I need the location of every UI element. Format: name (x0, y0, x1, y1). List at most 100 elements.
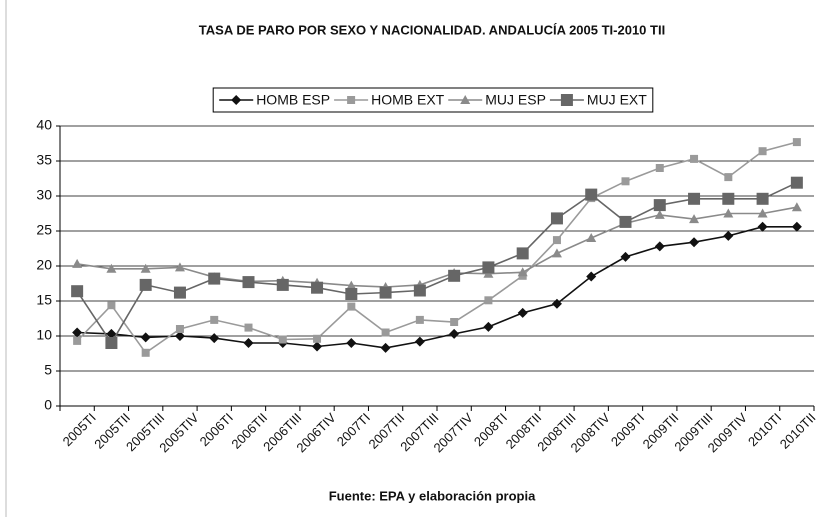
marker (621, 177, 630, 186)
marker (276, 278, 289, 291)
legend: HOMB ESP HOMB EXT MUJ ESP MUJ EXT (212, 87, 654, 113)
marker (415, 315, 424, 324)
marker (586, 271, 597, 282)
marker (106, 328, 117, 339)
marker (551, 248, 562, 258)
y-tick-label: 25 (36, 222, 52, 238)
marker (723, 208, 734, 218)
marker (346, 280, 357, 290)
marker (208, 272, 221, 285)
marker (242, 276, 255, 289)
marker (347, 96, 356, 104)
marker (173, 286, 186, 299)
marker (174, 262, 185, 272)
marker (757, 208, 768, 218)
marker (690, 154, 699, 163)
marker (380, 342, 391, 353)
legend-box (212, 87, 654, 113)
marker (71, 285, 84, 298)
y-tick-label: 0 (44, 397, 52, 413)
marker (448, 269, 461, 282)
marker (174, 331, 185, 341)
y-tick-label: 5 (44, 362, 52, 378)
y-tick-label: 40 (36, 117, 52, 133)
marker (312, 341, 323, 352)
marker (517, 307, 528, 318)
marker (141, 348, 150, 357)
series-line (76, 181, 798, 345)
marker (516, 247, 529, 260)
marker (560, 94, 573, 106)
marker (413, 284, 426, 297)
marker (655, 164, 664, 172)
marker (757, 221, 768, 232)
marker (311, 281, 324, 294)
marker (551, 298, 562, 309)
marker (483, 321, 494, 332)
marker (175, 325, 184, 333)
marker (723, 230, 734, 241)
marker (550, 212, 563, 225)
marker (379, 286, 392, 299)
marker (756, 192, 769, 205)
marker (791, 221, 802, 232)
marker (722, 192, 735, 205)
y-tick-label: 15 (36, 292, 52, 308)
marker (460, 95, 471, 104)
legend-label: HOMB EXT (371, 92, 445, 108)
y-tick-label: 30 (36, 187, 52, 203)
series-line (76, 141, 798, 354)
marker (585, 188, 598, 201)
marker (484, 296, 493, 305)
marker (654, 241, 665, 252)
marker (688, 192, 701, 205)
legend-label: HOMB ESP (256, 92, 330, 108)
marker (243, 338, 254, 348)
legend-label: MUJ ESP (485, 92, 546, 108)
marker (790, 176, 803, 189)
marker (450, 318, 459, 326)
marker (209, 333, 220, 344)
marker (654, 209, 665, 219)
marker (517, 267, 528, 277)
marker (586, 233, 597, 242)
marker (140, 263, 151, 273)
marker (73, 336, 82, 345)
marker (345, 288, 358, 300)
marker (414, 336, 425, 347)
marker (313, 334, 322, 343)
y-tick-label: 20 (36, 257, 52, 273)
x-axis-label: Fuente: EPA y elaboración propia (329, 488, 536, 503)
marker (552, 236, 561, 245)
marker (620, 251, 631, 262)
marker (482, 261, 495, 274)
legend-label: MUJ EXT (587, 92, 647, 108)
marker (689, 214, 700, 224)
marker (792, 138, 801, 147)
marker (689, 237, 700, 248)
series-line (77, 226, 797, 349)
marker (210, 315, 219, 324)
marker (381, 328, 390, 337)
marker (619, 215, 632, 228)
x-tick-label: 2010TII (777, 410, 819, 452)
marker (106, 263, 117, 273)
marker (653, 199, 666, 212)
marker (346, 338, 357, 348)
marker (449, 328, 460, 339)
marker (140, 332, 151, 343)
marker (72, 258, 83, 268)
marker (244, 323, 253, 332)
y-tick-label: 35 (36, 152, 52, 168)
marker (231, 95, 242, 105)
marker (791, 202, 802, 212)
marker (758, 147, 767, 156)
y-tick-label: 10 (36, 327, 52, 343)
chart-title: TASA DE PARO POR SEXO Y NACIONALIDAD. AN… (199, 22, 665, 37)
marker (724, 173, 733, 182)
marker (72, 327, 83, 338)
marker (139, 278, 152, 291)
marker (347, 302, 356, 311)
marker (107, 301, 116, 310)
